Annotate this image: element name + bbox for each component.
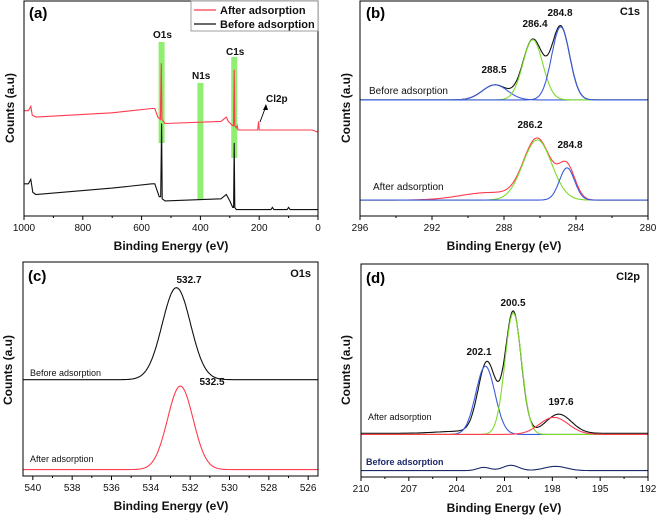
panel-label-a: (a) xyxy=(29,5,47,22)
series-line-component-3 xyxy=(361,416,648,435)
x-tick-label: 201 xyxy=(496,484,513,495)
peak-label-286-4: 286.4 xyxy=(522,19,547,30)
y-axis-label-c: Counts (a.u) xyxy=(1,335,15,405)
x-tick-label: 400 xyxy=(192,223,209,234)
panel-c: 540 538 536 534 532 530 528 526 (c) O1s Before … xyxy=(1,261,319,513)
x-tick-label: 534 xyxy=(142,483,159,494)
x-tick-label: 0 xyxy=(315,223,321,234)
series-line-after-adsorption-1 xyxy=(23,385,318,471)
panel-b: 296 292 288 284 280 (b) C1s Before adsorptio… xyxy=(339,0,657,253)
peak-label-200-5: 200.5 xyxy=(500,298,525,309)
annotation-o1s: O1s xyxy=(153,30,172,41)
x-tick-label: 200 xyxy=(251,223,268,234)
x-axis-label-a: Binding Energy (eV) xyxy=(114,239,229,253)
panel-d: 210 207 204 201 198 195 192 (d) Cl2p After ads… xyxy=(339,263,657,515)
panel-title-b: C1s xyxy=(620,6,640,18)
y-axis-label-b: Counts (a.u) xyxy=(339,73,353,143)
x-tick-label: 526 xyxy=(300,483,317,494)
annotation-after-d: After adsorption xyxy=(368,412,432,422)
annotation-before-d: Before adsorption xyxy=(366,457,444,467)
annotation-after-b: After adsorption xyxy=(373,182,444,193)
y-axis-label-a: Counts (a.u) xyxy=(3,73,17,143)
annotation-cl2p: Cl2p xyxy=(266,94,288,105)
annotation-before-c: Before adsorption xyxy=(30,368,101,378)
peak-label-288-5: 288.5 xyxy=(481,65,506,76)
peak-label-286-2: 286.2 xyxy=(517,120,542,131)
x-axis-label-d: Binding Energy (eV) xyxy=(447,501,562,515)
x-tick-label: 528 xyxy=(260,483,277,494)
annotation-before-b: Before adsorption xyxy=(369,86,448,97)
arrow-icon xyxy=(259,104,268,123)
series-line-before-adsorption-0 xyxy=(23,287,318,381)
x-tick-label: 296 xyxy=(352,223,369,234)
annotation-c1s: C1s xyxy=(226,47,245,58)
x-axis-label-c: Binding Energy (eV) xyxy=(114,499,229,513)
x-tick-label: 800 xyxy=(74,223,91,234)
x-tick-label: 198 xyxy=(544,484,561,495)
panel-title-c: O1s xyxy=(290,268,311,280)
panel-label-d: (d) xyxy=(366,270,385,287)
peak-label-197-6: 197.6 xyxy=(548,397,573,408)
x-axis-label-b: Binding Energy (eV) xyxy=(447,239,562,253)
series-line-component-6 xyxy=(360,167,648,201)
x-tick-label: 530 xyxy=(221,483,238,494)
x-tick-label: 288 xyxy=(496,223,513,234)
x-tick-label: 532 xyxy=(182,483,199,494)
panel-label-c: (c) xyxy=(28,268,46,285)
panel-label-b: (b) xyxy=(366,5,385,22)
series-line-before-adsorption-1 xyxy=(24,123,318,211)
y-axis-label-d: Counts (a.u) xyxy=(339,335,353,405)
x-tick-label: 210 xyxy=(353,484,370,495)
panel-title-d: Cl2p xyxy=(616,271,640,283)
x-tick-label: 207 xyxy=(400,484,417,495)
series-line-component-3 xyxy=(360,26,648,101)
x-tick-label: 540 xyxy=(24,483,41,494)
series-line-after-adsorption-0 xyxy=(361,310,648,434)
x-tick-label: 280 xyxy=(640,223,657,234)
x-tick-label: 292 xyxy=(424,223,441,234)
series-line-before-adsorption-4 xyxy=(361,464,648,472)
peak-label-284-8-after: 284.8 xyxy=(557,140,582,151)
legend-label-after: After adsorption xyxy=(220,5,306,17)
x-tick-label: 1000 xyxy=(13,223,36,234)
series-line-component-1 xyxy=(361,365,648,435)
x-tick-label: 192 xyxy=(640,484,657,495)
peak-label-532-5: 532.5 xyxy=(199,377,224,388)
x-tick-label: 204 xyxy=(448,484,465,495)
legend-label-before: Before adsorption xyxy=(220,19,315,31)
legend: After adsorption Before adsorption xyxy=(190,0,319,32)
x-tick-label: 538 xyxy=(64,483,81,494)
x-tick-label: 536 xyxy=(103,483,120,494)
plot-frame-d xyxy=(360,263,649,478)
annotation-after-c: After adsorption xyxy=(30,454,94,464)
annotation-n1s: N1s xyxy=(192,71,211,82)
x-tick-label: 600 xyxy=(133,223,150,234)
x-tick-label: 195 xyxy=(592,484,609,495)
highlight-band-400 xyxy=(197,83,204,200)
panel-a: 1000 800 600 400 200 0 (a) After adsorption B… xyxy=(3,0,321,253)
peak-label-202-1: 202.1 xyxy=(466,347,491,358)
x-tick-label: 284 xyxy=(568,223,585,234)
peak-label-284-8-before: 284.8 xyxy=(547,8,572,19)
series-line-after-adsorption-0 xyxy=(24,63,319,133)
peak-label-532-7: 532.7 xyxy=(176,275,201,286)
